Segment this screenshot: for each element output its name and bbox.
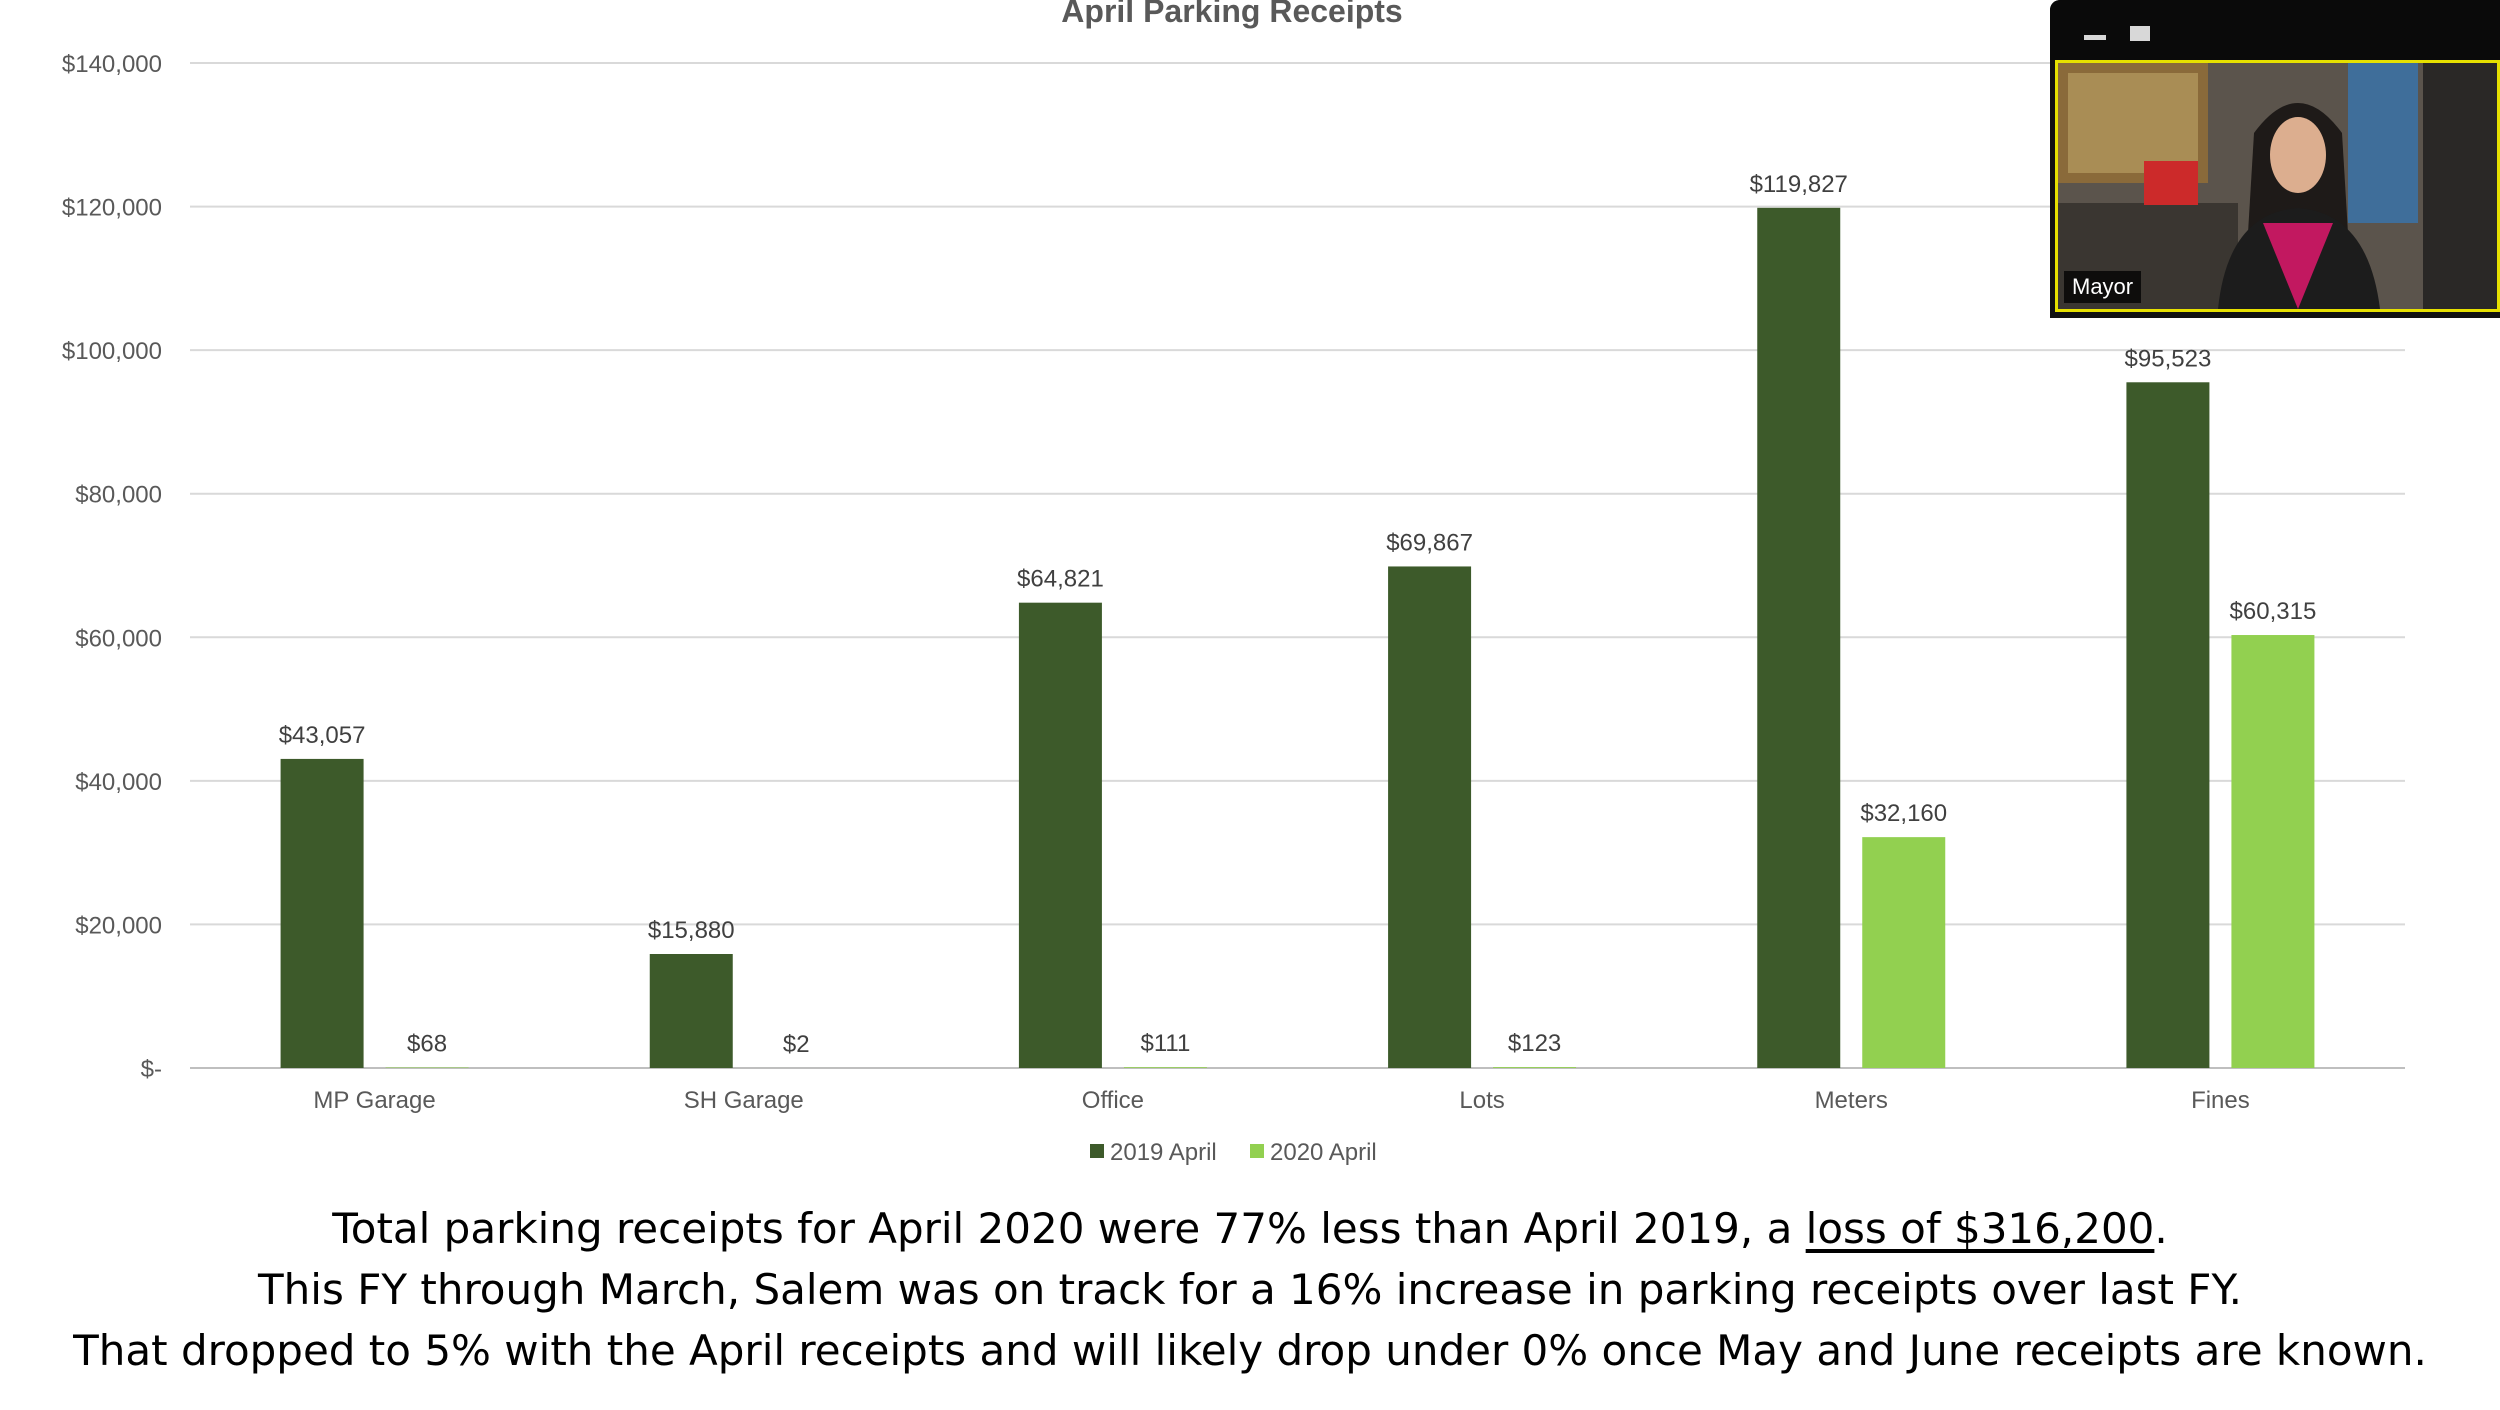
maximize-icon[interactable] xyxy=(2130,26,2150,41)
participant-video-image xyxy=(2058,63,2497,309)
caption-line-3: That dropped to 5% with the April receip… xyxy=(73,1326,2427,1375)
bar xyxy=(1862,837,1946,1068)
legend-swatch xyxy=(1250,1144,1264,1158)
loss-amount: loss of $316,200 xyxy=(1805,1204,2155,1253)
legend-label: 2019 April xyxy=(1110,1139,1217,1166)
x-tick-label: MP Garage xyxy=(313,1087,435,1114)
bar xyxy=(1388,566,1472,1068)
data-label: $95,523 xyxy=(2125,345,2212,372)
data-label: $60,315 xyxy=(2230,598,2317,625)
y-tick-label: $120,000 xyxy=(62,195,162,222)
data-label: $68 xyxy=(407,1031,447,1058)
video-window[interactable]: Mayor xyxy=(2050,0,2500,318)
bar xyxy=(649,954,733,1068)
x-tick-label: Meters xyxy=(1815,1087,1888,1114)
y-tick-label: $20,000 xyxy=(75,912,162,939)
data-label: $43,057 xyxy=(279,722,366,749)
data-label: $119,827 xyxy=(1750,171,1848,198)
legend-swatch xyxy=(1090,1144,1104,1158)
caption-line-1-text: Total parking receipts for April 2020 we… xyxy=(332,1204,1806,1253)
y-tick-label: $40,000 xyxy=(75,769,162,796)
x-axis: MP Garage SH Garage Office Lots Meters Fines xyxy=(313,1087,2249,1114)
bars: $43,057 $68 $15,880 $2 $64,821 $111 $69,867 $12… xyxy=(279,171,2317,1068)
video-title-bar xyxy=(2050,0,2500,60)
bar xyxy=(2126,382,2210,1068)
caption-line-1: Total parking receipts for April 2020 we… xyxy=(0,1204,2500,1253)
x-tick-label: Office xyxy=(1082,1087,1144,1114)
caption-line-1-end: . xyxy=(2154,1204,2168,1253)
y-tick-label: $80,000 xyxy=(75,482,162,509)
data-label: $69,867 xyxy=(1386,529,1473,556)
minimize-icon[interactable] xyxy=(2084,35,2106,40)
data-label: $32,160 xyxy=(1860,800,1947,827)
data-label: $15,880 xyxy=(648,917,735,944)
video-feed: Mayor xyxy=(2055,60,2500,312)
bar xyxy=(2231,635,2315,1068)
y-tick-label: $100,000 xyxy=(62,338,162,365)
participant-nameplate: Mayor xyxy=(2064,271,2142,303)
caption-line-2: This FY through March, Salem was on trac… xyxy=(258,1265,2242,1314)
y-tick-label: $140,000 xyxy=(62,51,162,78)
bar xyxy=(1123,1067,1207,1068)
data-label: $64,821 xyxy=(1017,566,1104,593)
data-label: $123 xyxy=(1508,1030,1561,1057)
y-axis: $- $20,000 $40,000 $60,000 $80,000 $100,000 $1… xyxy=(62,51,162,1083)
y-tick-label: $- xyxy=(141,1056,162,1083)
x-tick-label: SH Garage xyxy=(684,1087,804,1114)
y-tick-label: $60,000 xyxy=(75,625,162,652)
data-label: $2 xyxy=(783,1031,810,1058)
x-tick-label: Lots xyxy=(1459,1087,1504,1114)
legend: 2019 April 2020 April xyxy=(1090,1139,1377,1166)
gridlines xyxy=(190,62,2405,1069)
bar xyxy=(1018,602,1102,1068)
bar xyxy=(280,758,364,1068)
chart-title: April Parking Receipts xyxy=(1061,0,1402,29)
x-tick-label: Fines xyxy=(2191,1087,2250,1114)
bar xyxy=(1493,1067,1577,1068)
data-label: $111 xyxy=(1141,1030,1191,1057)
bar xyxy=(1757,207,1841,1068)
chart: April Parking Receipts $-$20,000$40,000$… xyxy=(62,0,2405,1166)
legend-label: 2020 April xyxy=(1270,1139,1377,1166)
